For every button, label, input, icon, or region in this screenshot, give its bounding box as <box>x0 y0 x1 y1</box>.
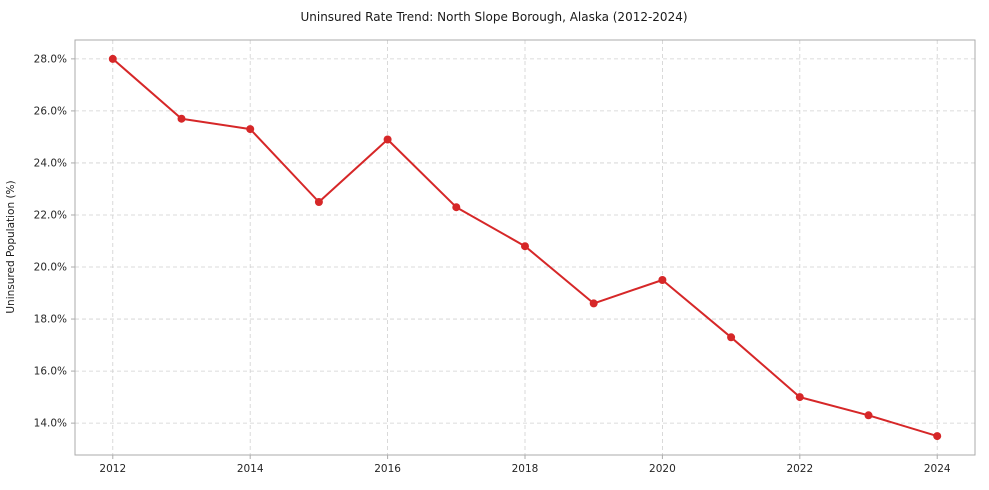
y-tick-label: 20.0% <box>34 262 67 274</box>
y-tick-label: 28.0% <box>34 53 67 65</box>
y-tick-label: 22.0% <box>34 209 67 221</box>
x-tick-label: 2012 <box>99 463 126 475</box>
data-point-marker <box>521 242 529 251</box>
data-point-marker <box>108 54 117 63</box>
data-point-marker <box>314 198 323 206</box>
x-tick-label: 2018 <box>512 463 539 475</box>
data-point-marker <box>933 432 942 441</box>
y-tick-label: 14.0% <box>34 418 67 430</box>
data-point-marker <box>727 333 736 342</box>
data-point-marker <box>177 114 186 123</box>
data-point-marker <box>452 203 461 212</box>
y-tick-label: 26.0% <box>34 105 67 117</box>
chart-title: Uninsured Rate Trend: North Slope Boroug… <box>300 10 687 24</box>
data-point-marker <box>246 125 255 134</box>
y-tick-label: 16.0% <box>34 366 67 378</box>
data-point-marker <box>864 411 873 420</box>
plot-area: 14.0% 16.0% 18.0% 20.0% 22.0% 24.0% 26.0% 28.0%… <box>34 39 976 475</box>
y-tick-label: 24.0% <box>34 157 67 169</box>
x-tick-label: 2016 <box>374 463 401 475</box>
x-tick-label: 2024 <box>924 463 951 475</box>
data-point-marker <box>795 393 804 402</box>
y-tick-label: 18.0% <box>34 314 67 326</box>
data-point-marker <box>383 135 392 144</box>
x-tick-label: 2014 <box>237 463 264 475</box>
data-point-marker <box>658 276 667 284</box>
x-tick-label: 2022 <box>786 463 813 475</box>
y-axis-label: Uninsured Population (%) <box>5 180 17 313</box>
data-point-marker <box>589 299 598 308</box>
x-tick-label: 2020 <box>649 463 676 475</box>
